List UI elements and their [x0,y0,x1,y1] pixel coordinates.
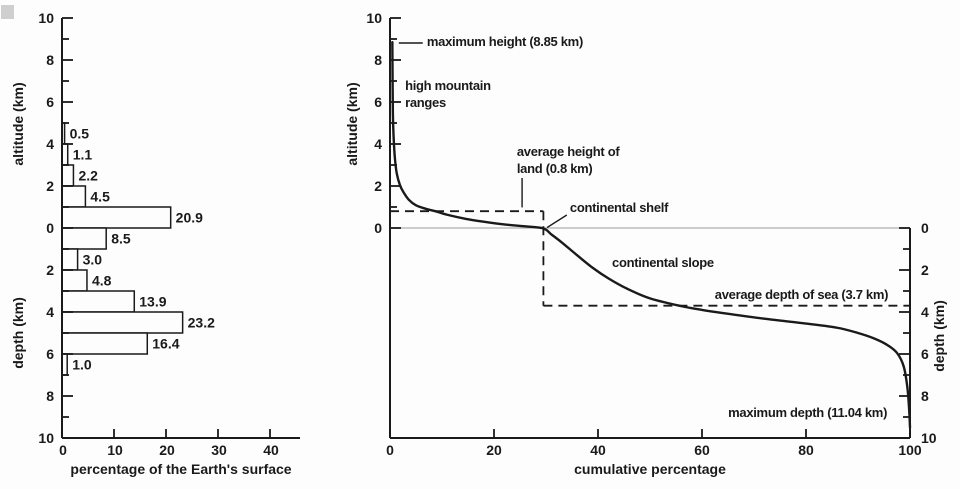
altitude-tick-label: 8 [46,52,54,68]
depth-tick-label: 4 [921,304,929,320]
altitude-tick-label: 2 [374,178,382,194]
bar-value-label: 1.1 [73,147,93,163]
bar-value-label: 0.5 [70,126,90,142]
annotation: continental slope [612,255,714,270]
annotation: average depth of sea (3.7 km) [715,287,889,302]
altitude-tick-label: 10 [366,10,382,26]
depth-tick-label: 0 [921,220,929,236]
depth-axis-title: depth (km) [931,300,947,372]
x-tick-label: 30 [211,442,227,458]
bar-value-label: 8.5 [111,231,131,247]
annotation-text: ranges [405,95,446,110]
bar-value-label: 13.9 [139,294,166,310]
annotation-text: high mountain [405,78,491,93]
x-tick-label: 0 [59,442,67,458]
left-bar-chart: 0.5 1.1 2.2 4.5 20.9 8.5 3.0 4.8 13.9 23.2 16.4 1.0… [10,10,300,477]
altitude-tick-label: 6 [46,94,54,110]
annotation-text: maximum height (8.85 km) [427,34,583,49]
altitude-axis-title: altitude (km) [10,82,26,165]
bar [61,332,149,355]
bar-value-label: 4.5 [90,189,110,205]
altitude-tick-label: 4 [46,136,54,152]
x-tick-label: 10 [107,442,123,458]
annotation: average height of land (0.8 km) [517,144,621,208]
annotation-text: average height of [517,144,621,159]
annotation-text: maximum depth (11.04 km) [728,405,887,420]
bar-value-label: 2.2 [78,168,98,184]
altitude-tick-label: 4 [374,136,382,152]
bar-value-label: 4.8 [92,273,112,289]
altitude-tick-label: 6 [374,94,382,110]
depth-tick-label: 10 [921,430,937,446]
x-tick-label: 0 [386,442,394,458]
altitude-tick-label: 2 [46,178,54,194]
scan-artifact [1,5,14,19]
depth-axis-title: depth (km) [10,297,26,369]
annotation-text: continental slope [612,255,714,270]
bar [61,227,107,250]
annotation: high mountain ranges [405,78,491,110]
annotation-text: land (0.8 km) [517,161,593,176]
x-tick-label: 100 [898,442,922,458]
depth-tick-label: 6 [46,346,54,362]
depth-tick-label: 8 [46,388,54,404]
bar-value-label: 20.9 [176,210,203,226]
annotation-text: continental shelf [570,200,669,215]
depth-tick-label: 6 [921,346,929,362]
bar-value-label: 1.0 [72,357,92,373]
bar [61,269,88,292]
depth-tick-label: 10 [38,430,54,446]
bar [61,248,79,271]
altitude-tick-label: 10 [38,10,54,26]
x-tick-label: 60 [694,442,710,458]
bar [61,206,172,229]
bar [61,311,184,334]
bar [61,164,75,187]
altitude-tick-label: 0 [374,220,382,236]
bar [61,290,136,313]
annotation: maximum depth (11.04 km) [728,405,887,420]
bar-value-label: 3.0 [83,252,103,268]
bar-value-label: 23.2 [188,315,215,331]
x-tick-label: 40 [263,442,279,458]
depth-tick-label: 4 [46,304,54,320]
x-axis-title: cumulative percentage [574,461,726,477]
depth-tick-label: 8 [921,388,929,404]
depth-tick-label: 2 [46,262,54,278]
altitude-tick-label: 0 [46,220,54,236]
annotation-text: average depth of sea (3.7 km) [715,287,888,302]
bar-value-label: 16.4 [152,336,179,352]
annotation: maximum height (8.85 km) [398,34,583,49]
bar [61,185,87,208]
altitude-tick-label: 8 [374,52,382,68]
x-tick-label: 20 [159,442,175,458]
x-tick-label: 20 [486,442,502,458]
hypsographic-curve [391,40,912,429]
x-tick-label: 80 [798,442,814,458]
annotation-leader-line [546,214,568,229]
altitude-axis-title: altitude (km) [344,82,360,165]
x-tick-label: 40 [590,442,606,458]
annotation: continental shelf [546,200,669,229]
depth-tick-label: 2 [921,262,929,278]
x-axis-title: percentage of the Earth's surface [70,461,291,477]
